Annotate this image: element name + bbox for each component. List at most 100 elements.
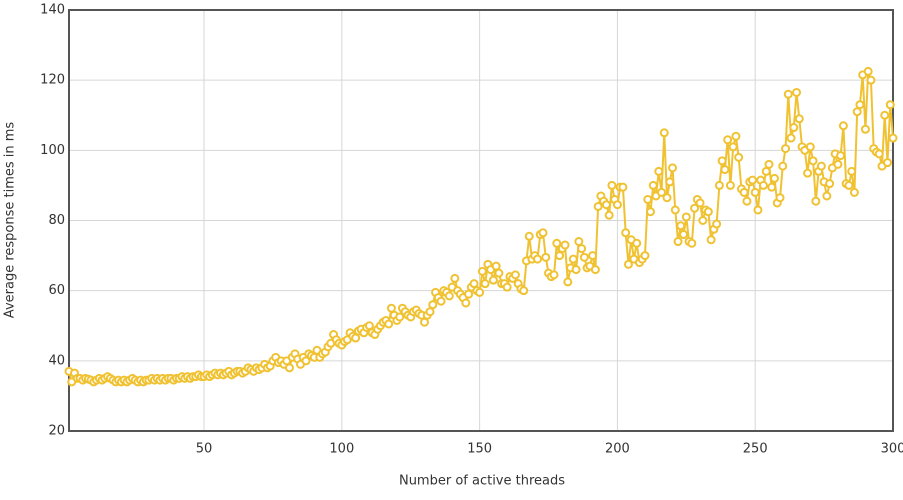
data-point: [420, 317, 430, 327]
data-point: [885, 100, 895, 110]
data-point: [676, 221, 686, 231]
data-point: [588, 251, 598, 261]
y-tick-label: 80: [48, 213, 65, 228]
data-point: [880, 110, 890, 120]
data-point: [574, 237, 584, 247]
data-point: [775, 193, 785, 203]
data-point: [781, 144, 791, 154]
data-point: [882, 158, 892, 168]
x-tick-label: 250: [743, 442, 768, 457]
data-point: [836, 151, 846, 161]
y-tick-label: 120: [40, 73, 65, 88]
data-point: [825, 179, 835, 189]
data-point: [731, 131, 741, 141]
x-tick-label: 50: [196, 442, 213, 457]
x-tick-label: 300: [881, 442, 903, 457]
data-point: [621, 228, 631, 238]
data-point: [662, 193, 672, 203]
data-point: [590, 265, 600, 275]
data-point: [888, 133, 898, 143]
data-point: [670, 205, 680, 215]
data-point: [665, 177, 675, 187]
data-point: [769, 173, 779, 183]
data-point: [657, 187, 667, 197]
data-point: [612, 200, 622, 210]
data-point: [758, 180, 768, 190]
data-point: [384, 319, 394, 329]
data-point: [284, 363, 294, 373]
data-point: [849, 187, 859, 197]
data-point: [640, 251, 650, 261]
data-point: [425, 307, 435, 317]
data-point: [601, 200, 611, 210]
data-point: [464, 289, 474, 299]
plot-border: [68, 9, 894, 432]
data-point: [386, 303, 396, 313]
data-point: [510, 270, 520, 280]
data-point: [794, 114, 804, 124]
data-point: [803, 168, 813, 178]
data-point: [767, 182, 777, 192]
data-point: [706, 235, 716, 245]
data-point: [571, 265, 581, 275]
x-tick-label: 200: [605, 442, 630, 457]
data-point: [469, 279, 479, 289]
data-point: [568, 254, 578, 264]
data-point: [750, 187, 760, 197]
data-point: [742, 196, 752, 206]
data-point: [808, 156, 818, 166]
data-point: [792, 87, 802, 97]
data-point: [519, 286, 529, 296]
data-point: [786, 133, 796, 143]
data-point: [764, 159, 774, 169]
y-tick-label: 60: [48, 283, 65, 298]
data-point: [648, 180, 658, 190]
data-point: [436, 296, 446, 306]
data-point: [822, 191, 832, 201]
y-tick-label: 40: [48, 353, 65, 368]
data-point: [695, 198, 705, 208]
data-point: [604, 210, 614, 220]
data-point: [444, 291, 454, 301]
data-point: [607, 180, 617, 190]
series-line: [68, 71, 894, 386]
data-point: [450, 273, 460, 283]
data-point: [852, 107, 862, 117]
data-point: [723, 135, 733, 145]
data-point: [681, 212, 691, 222]
data-point: [477, 266, 487, 276]
data-point: [866, 75, 876, 85]
data-point: [783, 89, 793, 99]
data-point: [475, 287, 485, 297]
data-point: [734, 152, 744, 162]
data-point: [712, 219, 722, 229]
data-point: [805, 142, 815, 152]
data-point: [698, 216, 708, 225]
x-axis-label: Number of active threads: [399, 474, 565, 489]
data-point: [714, 180, 724, 190]
data-point: [838, 121, 848, 131]
data-point: [428, 300, 438, 310]
data-point: [632, 238, 642, 248]
data-point: [739, 187, 749, 197]
data-point: [645, 207, 655, 217]
data-point: [847, 166, 857, 176]
data-point: [494, 268, 504, 278]
data-point: [728, 142, 738, 152]
data-point: [618, 182, 628, 192]
data-point: [659, 128, 669, 138]
data-point: [579, 252, 589, 262]
data-point: [844, 180, 854, 190]
data-point: [703, 207, 713, 217]
data-point: [538, 228, 548, 238]
data-point: [549, 270, 559, 280]
data-point: [668, 163, 678, 173]
data-point: [720, 165, 730, 175]
data-point: [552, 238, 562, 248]
y-tick-label: 140: [40, 3, 65, 18]
x-tick-label: 150: [467, 442, 492, 457]
data-point: [395, 312, 405, 322]
data-point: [541, 252, 551, 262]
